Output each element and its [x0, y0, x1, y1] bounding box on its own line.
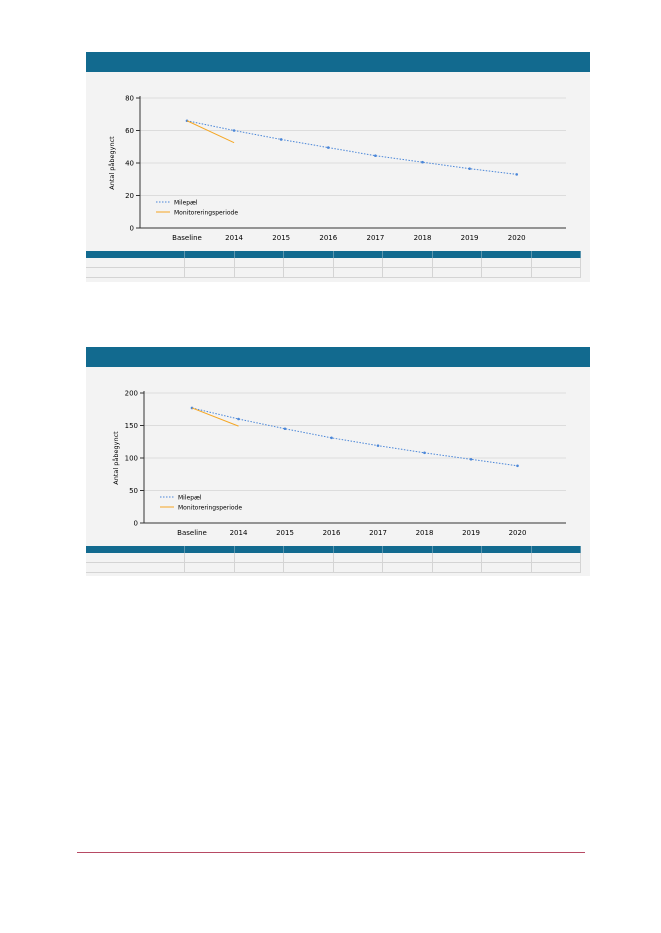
series-line-milepael	[186, 120, 517, 175]
data-point	[469, 458, 473, 461]
data-point	[515, 173, 518, 176]
y-tick-label: 100	[125, 455, 138, 463]
footer-rule	[77, 852, 585, 853]
x-tick-label: 2016	[323, 529, 341, 537]
chart-panel-header	[86, 347, 590, 367]
y-axis-label: Antal påbegynct	[111, 431, 120, 485]
data-point	[421, 160, 424, 164]
y-tick-label: 40	[125, 160, 134, 168]
x-tick-label: Baseline	[177, 529, 207, 537]
data-point	[327, 146, 330, 149]
x-tick-label: Baseline	[172, 234, 202, 242]
x-tick-label: 2017	[366, 234, 384, 242]
data-point	[468, 167, 471, 170]
y-tick-label: 150	[125, 422, 138, 430]
data-point	[283, 427, 287, 431]
data-point	[330, 436, 333, 440]
x-tick-label: 2014	[230, 529, 248, 537]
series-line-milepael	[191, 407, 518, 467]
data-point	[376, 444, 380, 447]
legend-label: Monitoreringsperiode	[174, 210, 238, 217]
x-tick-label: 2019	[461, 234, 479, 242]
y-tick-label: 50	[129, 487, 138, 495]
x-tick-label: 2018	[414, 234, 432, 242]
x-tick-label: 2017	[369, 529, 387, 537]
legend-label: Monitoreringsperiode	[178, 505, 242, 512]
chart-panel-1: 0 20 40 60 80 Antal påbegynct Baseline 2014 2015…	[86, 52, 590, 282]
y-tick-label: 0	[130, 225, 134, 233]
legend-label: Milepæl	[174, 200, 198, 207]
y-tick-label: 0	[134, 520, 138, 528]
x-tick-label: 2015	[276, 529, 294, 537]
data-point	[423, 451, 426, 455]
x-tick-label: 2018	[416, 529, 434, 537]
data-point	[516, 464, 519, 468]
chart-panel-2: 0 50 100 150 200 Antal påbegynct Baseline 2014 2…	[86, 347, 590, 576]
y-tick-label: 200	[125, 390, 138, 398]
legend-label: Milepæl	[178, 495, 202, 502]
series-line-monitoreringsperiode	[191, 407, 239, 427]
data-point	[374, 154, 377, 157]
x-tick-label: 2020	[508, 234, 526, 242]
x-tick-label: 2014	[225, 234, 243, 242]
y-axis-label: Antal påbegynct	[107, 136, 116, 190]
x-tick-label: 2019	[462, 529, 480, 537]
data-table-1	[86, 251, 581, 278]
line-chart-1: 0 20 40 60 80 Antal påbegynct Baseline 2014 2015…	[107, 95, 566, 242]
y-tick-label: 20	[125, 192, 134, 200]
data-point	[232, 129, 236, 132]
x-tick-label: 2016	[319, 234, 337, 242]
series-line-monitoreringsperiode	[186, 120, 235, 144]
line-chart-2: 0 50 100 150 200 Antal påbegynct Baseline 2014 2…	[111, 390, 566, 537]
y-tick-label: 80	[125, 95, 134, 103]
x-tick-label: 2015	[272, 234, 290, 242]
y-tick-label: 60	[125, 127, 134, 135]
data-table-2	[86, 546, 581, 573]
data-point	[237, 417, 240, 421]
data-point	[279, 138, 283, 141]
chart-panel-header	[86, 52, 590, 72]
x-tick-label: 2020	[509, 529, 527, 537]
